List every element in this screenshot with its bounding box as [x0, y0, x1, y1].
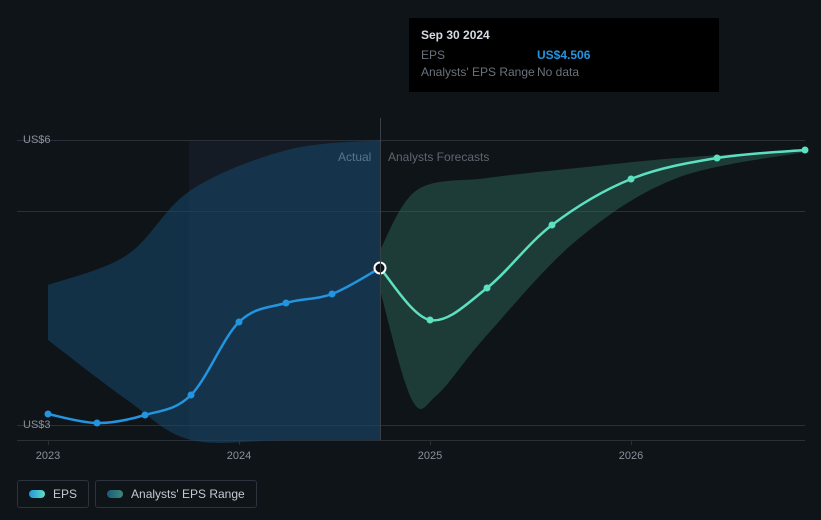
- x-axis-label: 2026: [619, 450, 643, 462]
- legend-swatch: [29, 490, 45, 498]
- cursor-line: [380, 118, 381, 440]
- legend: EPS Analysts' EPS Range: [17, 480, 257, 508]
- tooltip: Sep 30 2024 EPSUS$4.506Analysts' EPS Ran…: [409, 18, 719, 92]
- tooltip-key: Analysts' EPS Range: [421, 65, 537, 79]
- chart-container: US$3US$6 2023202420252026 Actual Analyst…: [17, 0, 805, 460]
- tooltip-value: No data: [537, 65, 579, 79]
- eps-forecast-point[interactable]: [628, 176, 635, 183]
- x-axis-label: 2023: [36, 450, 60, 462]
- eps-point[interactable]: [283, 300, 290, 307]
- x-axis-label: 2025: [418, 450, 442, 462]
- legend-item[interactable]: Analysts' EPS Range: [95, 480, 257, 508]
- tooltip-value: US$4.506: [537, 48, 590, 62]
- tooltip-date: Sep 30 2024: [421, 28, 707, 42]
- eps-point[interactable]: [188, 392, 195, 399]
- eps-point[interactable]: [142, 412, 149, 419]
- eps-range-forecast-area: [380, 150, 805, 409]
- eps-point[interactable]: [329, 291, 336, 298]
- eps-forecast-point[interactable]: [427, 317, 434, 324]
- legend-swatch: [107, 490, 123, 498]
- eps-forecast-point[interactable]: [549, 222, 556, 229]
- x-axis-label: 2024: [227, 450, 251, 462]
- eps-forecast-point[interactable]: [484, 285, 491, 292]
- eps-point[interactable]: [94, 420, 101, 427]
- eps-point[interactable]: [236, 319, 243, 326]
- eps-forecast-point[interactable]: [802, 147, 809, 154]
- tooltip-row: EPSUS$4.506: [421, 48, 707, 62]
- legend-label: Analysts' EPS Range: [131, 487, 245, 501]
- legend-label: EPS: [53, 487, 77, 501]
- eps-point[interactable]: [45, 411, 52, 418]
- legend-item[interactable]: EPS: [17, 480, 89, 508]
- tooltip-key: EPS: [421, 48, 537, 62]
- tooltip-row: Analysts' EPS RangeNo data: [421, 65, 707, 79]
- eps-forecast-point[interactable]: [714, 155, 721, 162]
